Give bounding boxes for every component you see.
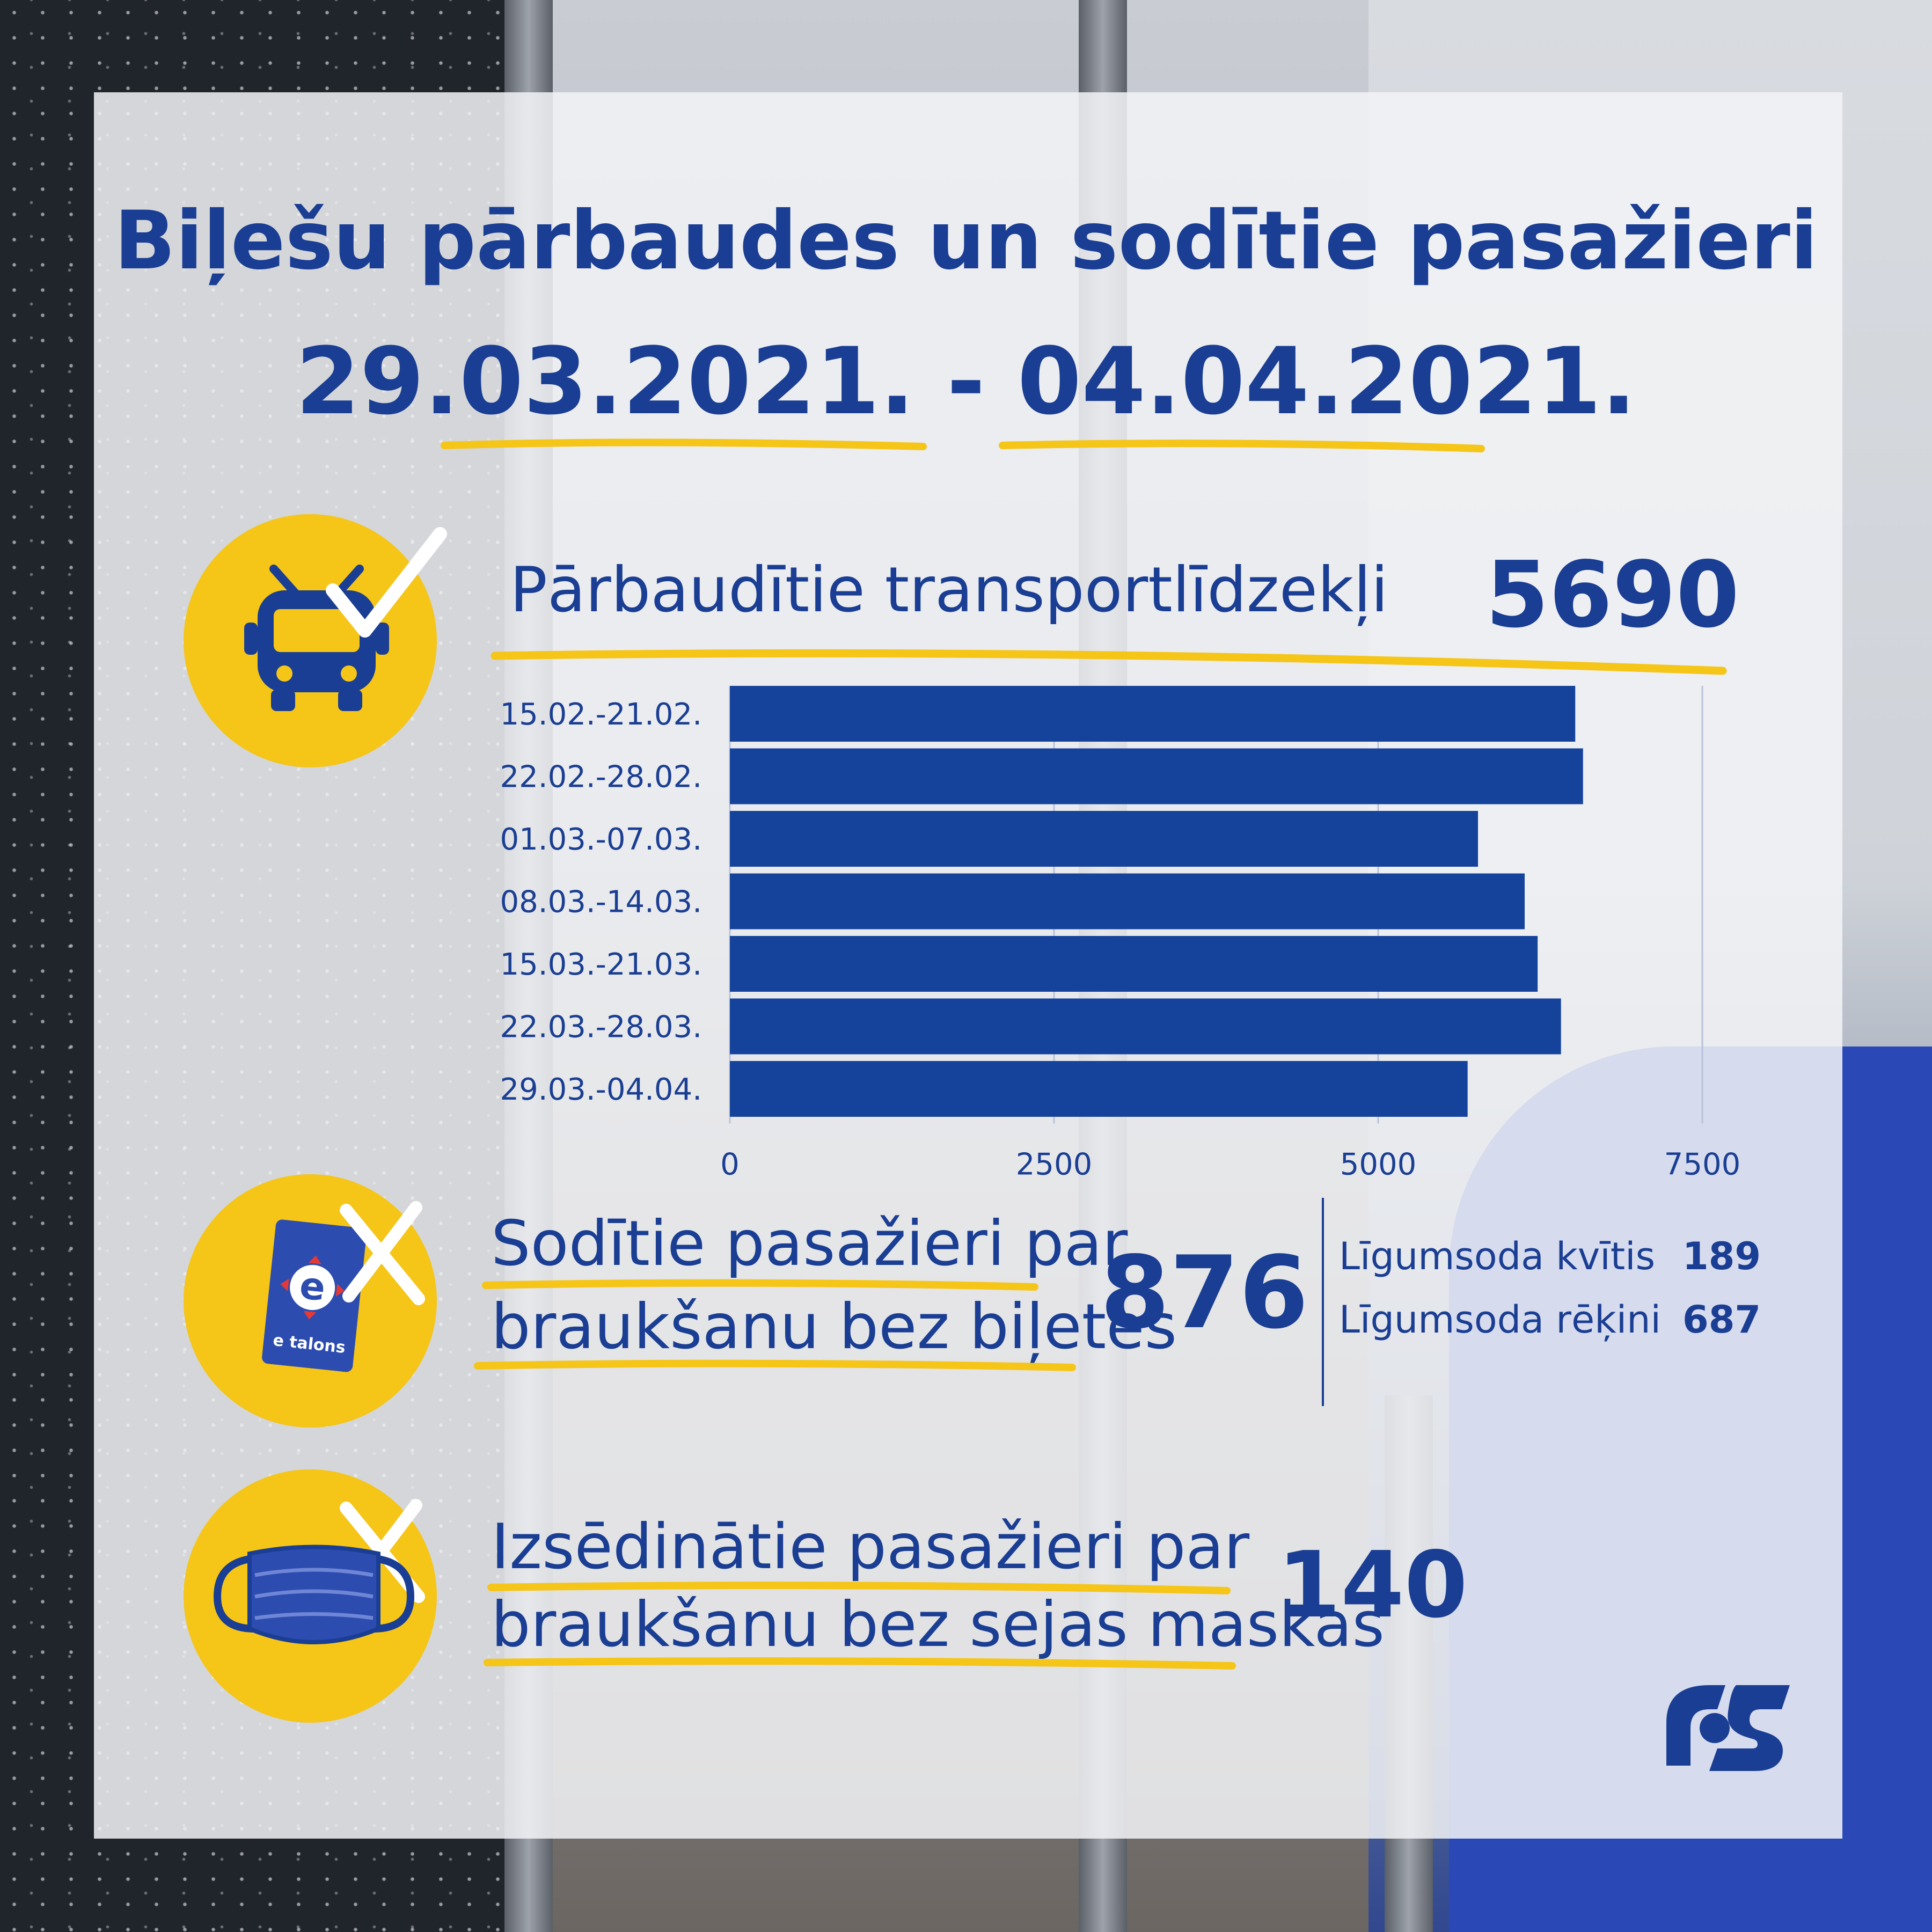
breakdown-value-invoices: 687 (1682, 1298, 1761, 1342)
x-tick-label: 7500 (1664, 1147, 1741, 1182)
chart-bar (730, 748, 1583, 804)
category-label: 22.03.-28.03. (500, 1010, 702, 1045)
breakdown-label-invoices: Līgumsoda rēķini (1339, 1298, 1661, 1342)
chart-bar (730, 686, 1576, 742)
x-tick-label: 0 (720, 1147, 740, 1182)
chart-bar (730, 873, 1525, 930)
removed-label-line2: braukšanu bez sejas maskas (491, 1589, 1385, 1661)
category-label: 29.03.-04.04. (500, 1072, 702, 1107)
chart-bar (730, 1061, 1468, 1117)
page-title: Biļešu pārbaudes un sodītie pasažieri (114, 194, 1818, 288)
breakdown-value-receipts: 189 (1682, 1234, 1761, 1278)
chart-bar (730, 998, 1561, 1055)
rs-logo-icon (1666, 1685, 1790, 1771)
x-tick-label: 2500 (1016, 1147, 1093, 1182)
category-label: 15.02.-21.02. (500, 697, 702, 732)
inspected-label: Pārbaudītie transportlīdzekļi (510, 554, 1388, 626)
chart-bar (730, 811, 1479, 867)
fined-label-line1: Sodītie pasažieri par (491, 1208, 1128, 1280)
etalons-card-icon: e e talons (262, 1219, 367, 1372)
fined-value: 876 (1100, 1234, 1309, 1351)
category-label: 01.03.-07.03. (500, 822, 702, 857)
category-label: 15.03.-21.03. (500, 947, 702, 982)
removed-label-line1: Izsēdinātie pasažieri par (491, 1511, 1250, 1583)
x-tick-label: 5000 (1340, 1147, 1417, 1182)
svg-text:e: e (297, 1263, 327, 1310)
removed-value: 140 (1277, 1532, 1468, 1638)
checkmark-icon (326, 527, 447, 638)
chart-bar (730, 936, 1538, 992)
cross-icon (340, 1201, 425, 1305)
date-range: 29.03.2021. - 04.04.2021. (295, 327, 1637, 435)
fined-label-line2: braukšanu bez biļetes (491, 1291, 1177, 1363)
inspected-value: 5690 (1485, 542, 1740, 648)
category-label: 08.03.-14.03. (500, 885, 702, 920)
breakdown-label-receipts: Līgumsoda kvītis (1339, 1234, 1656, 1278)
category-label: 22.02.-28.02. (500, 760, 702, 795)
face-mask-icon (213, 1545, 415, 1644)
